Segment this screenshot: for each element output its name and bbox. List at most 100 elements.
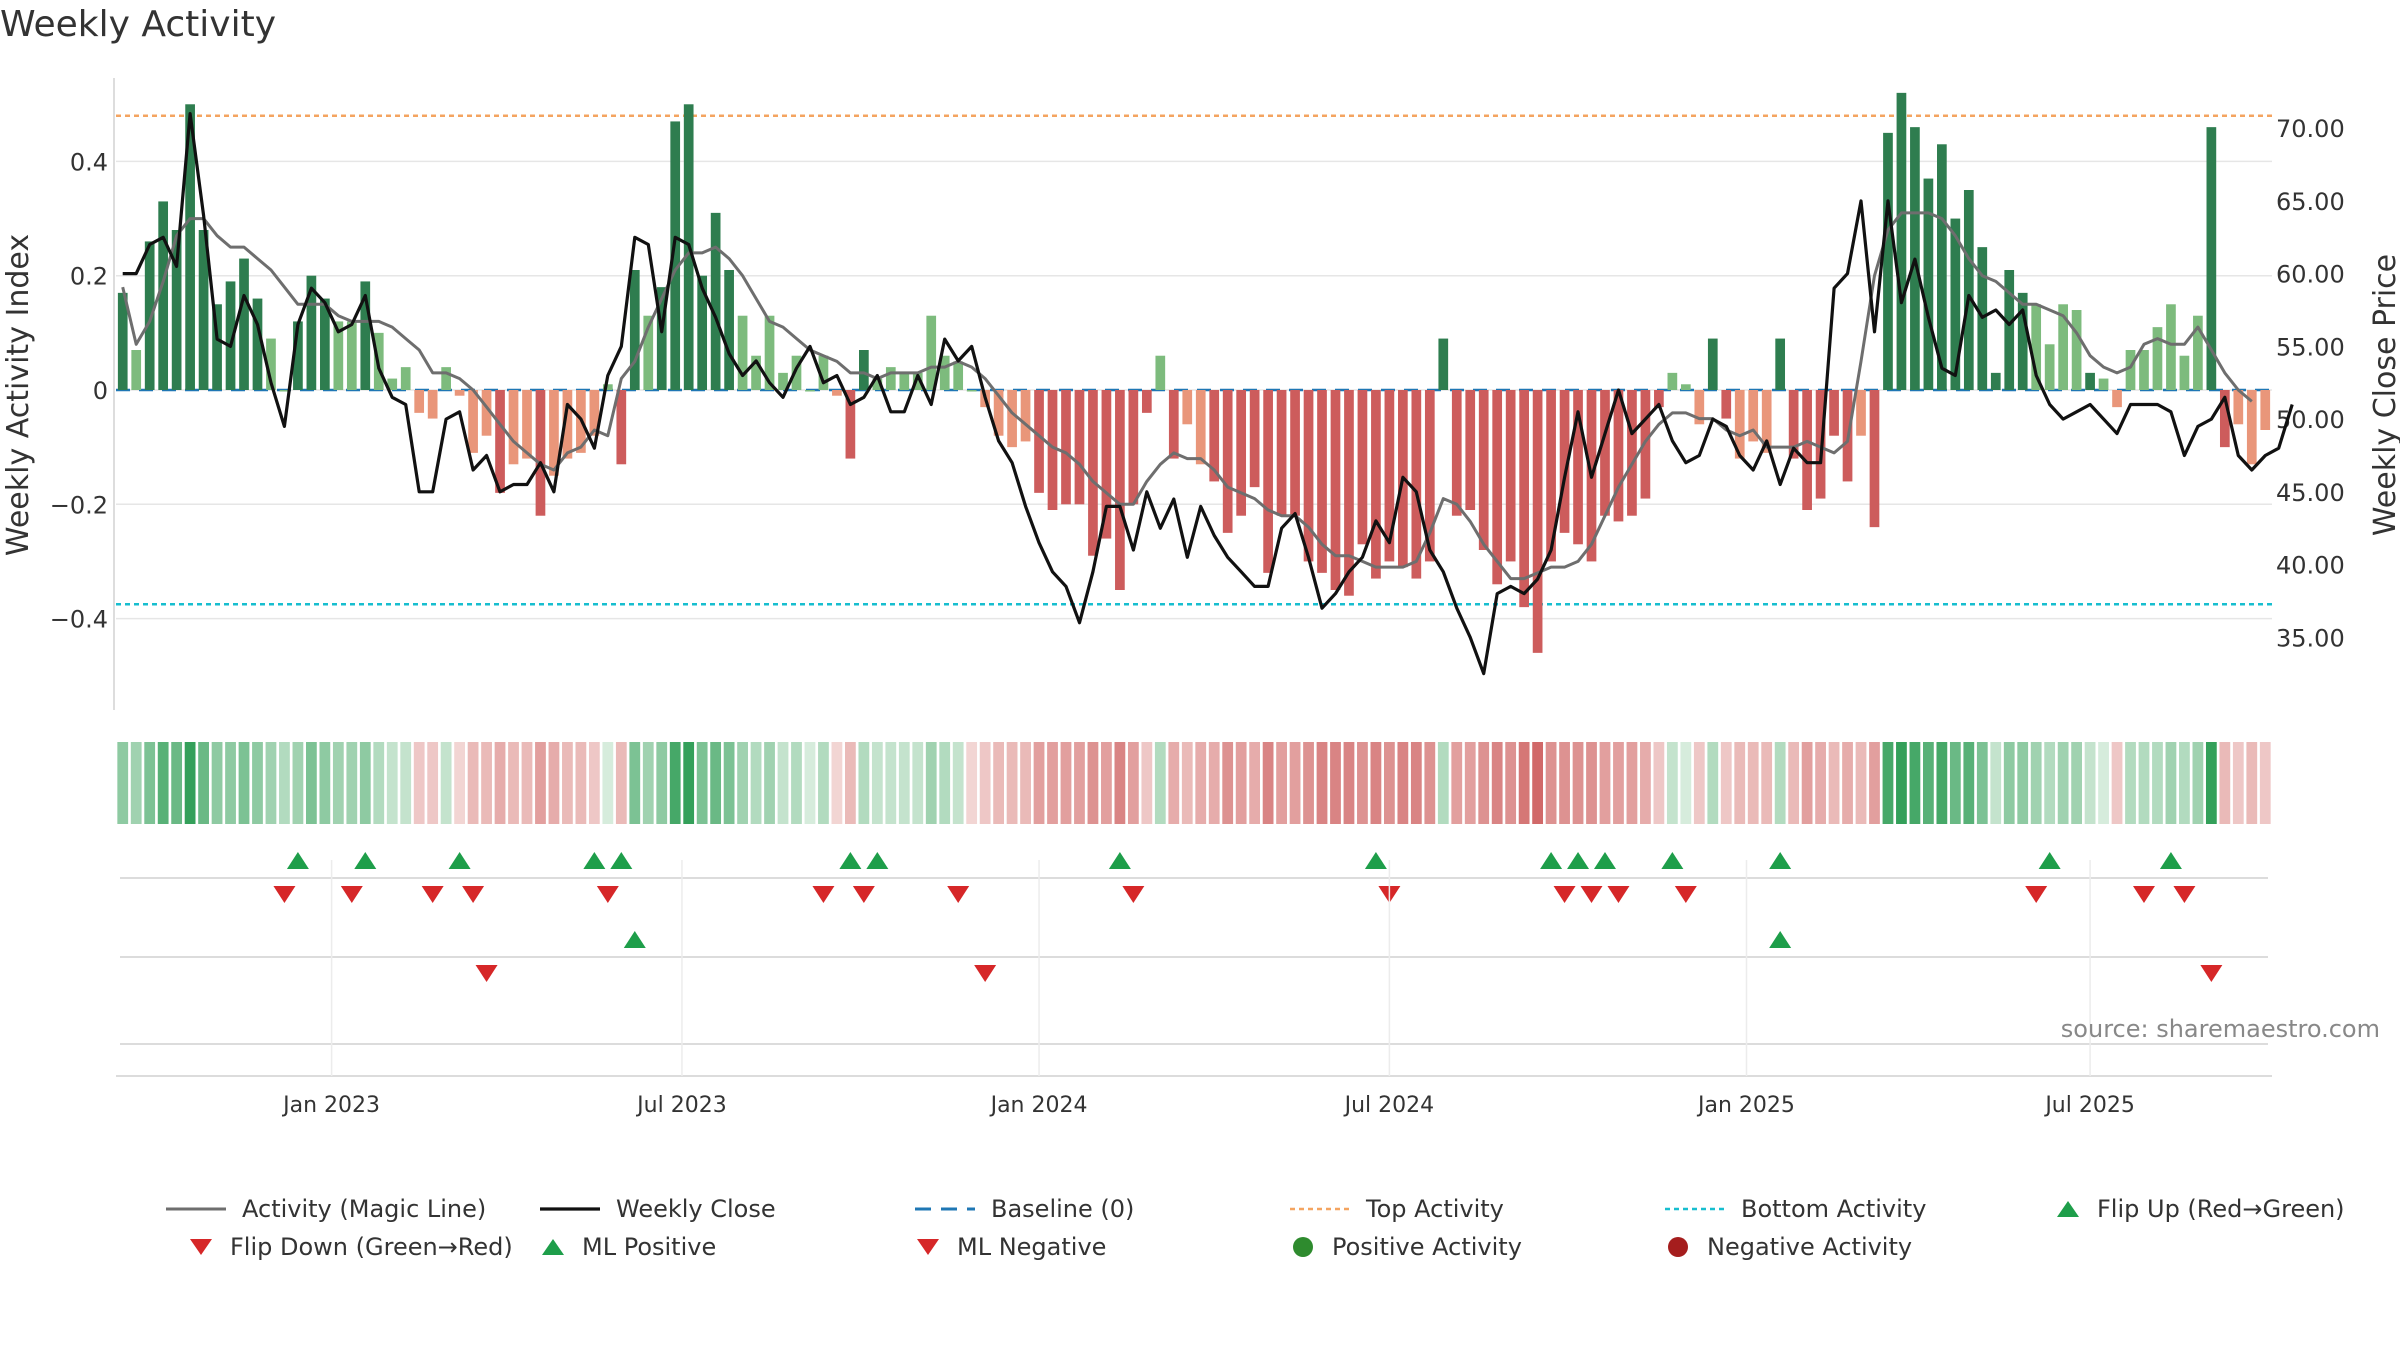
activity-bar — [171, 230, 182, 390]
activity-bar — [1883, 132, 1893, 390]
strip-cell — [2111, 742, 2123, 824]
activity-bar — [1519, 390, 1529, 608]
strip-cell — [1101, 742, 1112, 824]
activity-bar — [710, 212, 721, 390]
strip-cell — [1640, 742, 1651, 824]
activity-bar — [481, 390, 492, 436]
strip-cell — [535, 742, 546, 824]
strip-cell — [1451, 742, 1463, 824]
activity-bar — [252, 298, 263, 390]
y-tick-label: 0.4 — [70, 148, 108, 176]
strip-cell — [1047, 742, 1058, 824]
strip-cell — [2098, 742, 2109, 824]
activity-bar — [1923, 178, 1934, 390]
activity-bar — [225, 281, 236, 390]
legend-item: Activity (Magic Line) — [166, 1195, 486, 1223]
strip-cell — [925, 742, 937, 824]
strip-cell — [1235, 742, 1247, 824]
strip-cell — [386, 742, 398, 824]
strip-cell — [1478, 742, 1490, 824]
strip-cell — [1424, 742, 1436, 824]
strip-cell — [332, 742, 344, 824]
strip-cell — [615, 742, 627, 824]
activity-bar — [926, 315, 937, 390]
strip-cell — [1020, 742, 1031, 824]
activity-bar — [1896, 92, 1907, 390]
flip-down-marker — [947, 886, 970, 903]
strip-cell — [400, 742, 412, 824]
activity-bar — [2166, 304, 2176, 390]
strip-cell — [885, 742, 897, 824]
strip-cell — [144, 742, 156, 824]
marker-rows — [120, 852, 2268, 1045]
strip-cell — [1720, 742, 1732, 824]
activity-bar — [1627, 390, 1637, 516]
strip-cell — [1249, 742, 1261, 824]
flip-up-marker — [1661, 852, 1684, 869]
strip-cell — [1653, 742, 1665, 824]
activity-bar — [993, 390, 1004, 436]
x-tick-label: Jan 2025 — [1696, 1093, 1795, 1118]
strip-cell — [171, 742, 183, 824]
strip-cell — [1383, 742, 1395, 824]
magic-line — [121, 211, 2253, 581]
legend-item: ML Positive — [540, 1233, 716, 1261]
strip-cell — [319, 742, 331, 824]
activity-bar — [1546, 390, 1556, 562]
legend-item: Positive Activity — [1290, 1233, 1522, 1261]
activity-bar — [859, 350, 869, 390]
y2-tick-label: 45.00 — [2276, 479, 2345, 507]
activity-bar — [1074, 390, 1085, 505]
activity-bar — [2044, 344, 2055, 390]
flip-up-marker — [610, 852, 633, 869]
strip-cell — [1491, 742, 1503, 824]
legend-marker-icon — [1293, 1237, 1313, 1257]
strip-cell — [588, 742, 600, 824]
legend-item: Negative Activity — [1665, 1233, 1912, 1261]
flip-up-marker — [1540, 852, 1563, 869]
strip-cell — [1990, 742, 2002, 824]
strip-cell — [413, 742, 425, 824]
activity-bar — [1707, 338, 1718, 390]
y2-axis-label: Weekly Close Price — [2368, 254, 2400, 536]
strip-cell — [440, 742, 452, 824]
activity-bar — [1788, 390, 1799, 459]
strip-cell — [1734, 742, 1746, 824]
y-tick-label: 0 — [93, 377, 108, 405]
strip-cell — [1437, 742, 1449, 824]
activity-bar — [1236, 390, 1247, 516]
strip-cell — [265, 742, 277, 824]
activity-bar — [1276, 390, 1287, 516]
strip-cell — [669, 742, 681, 824]
strip-cell — [346, 742, 358, 824]
activity-bar — [1182, 390, 1193, 425]
strip-cell — [1815, 742, 1826, 824]
activity-bar — [845, 390, 856, 459]
strip-cell — [696, 742, 708, 824]
activity-bar — [1600, 390, 1610, 516]
activity-bar — [562, 390, 573, 459]
strip-cell — [225, 742, 236, 824]
strip-cell — [1599, 742, 1611, 824]
legend-marker-icon — [190, 1239, 212, 1255]
strip-cell — [898, 742, 910, 824]
strip-cell — [1074, 742, 1085, 824]
activity-bar — [643, 315, 654, 390]
strip-cell — [1370, 742, 1382, 824]
activity-bar — [2058, 304, 2068, 390]
strip-cell — [1909, 742, 1921, 824]
flip-down-marker — [273, 886, 296, 903]
strip-cell — [1869, 742, 1880, 824]
strip-cell — [1114, 742, 1126, 824]
activity-bar — [333, 321, 344, 390]
activity-bar — [185, 104, 195, 391]
activity-bar — [1371, 390, 1381, 579]
activity-bar — [1667, 372, 1678, 390]
activity-bar — [414, 390, 425, 413]
activity-bar — [1141, 390, 1152, 413]
x-tick-label: Jul 2023 — [635, 1093, 727, 1118]
flip-up-marker — [1769, 852, 1792, 869]
y-tick-label: −0.4 — [50, 606, 108, 634]
strip-cell — [1559, 742, 1570, 824]
activity-bar — [751, 355, 761, 390]
